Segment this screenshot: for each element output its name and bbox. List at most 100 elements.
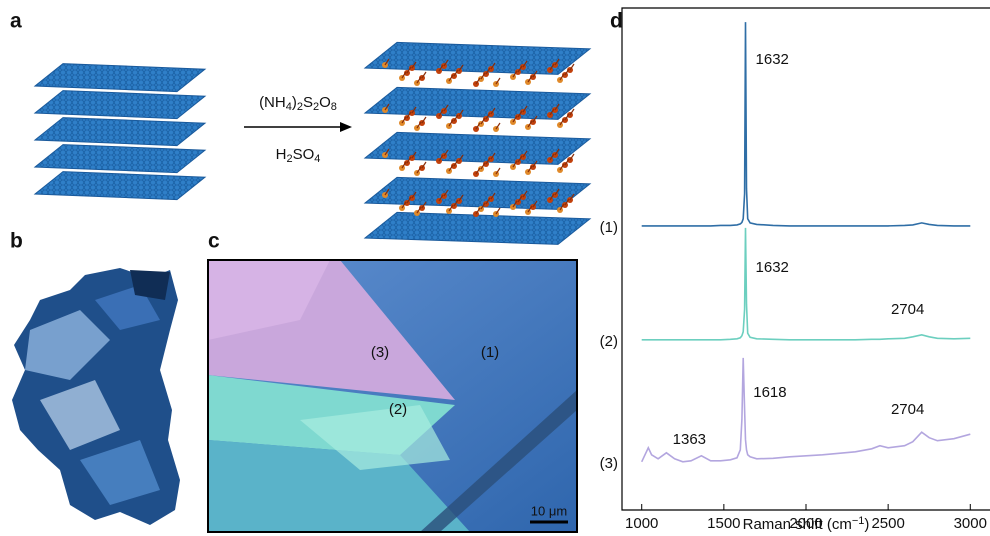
intercalant-bond <box>401 161 407 169</box>
intercalant-bond <box>475 207 481 215</box>
intercalant-bond <box>564 158 570 166</box>
text-part: O <box>319 94 331 111</box>
intercalant-bond <box>559 118 565 126</box>
intercalant-bond <box>458 194 464 202</box>
intercalant-bond <box>490 107 496 115</box>
intercalant-bond <box>569 193 575 201</box>
intercalant-bond <box>522 60 528 68</box>
intercalant-bond <box>438 194 444 202</box>
intercalant-bond <box>522 190 528 198</box>
intercalant-bond <box>517 110 523 118</box>
series-label: (1) <box>600 219 618 236</box>
intercalant-bond <box>522 150 528 158</box>
graphene-layer <box>363 86 592 120</box>
text-part: ) <box>864 516 869 533</box>
spectrum <box>641 22 971 227</box>
intercalant-bond <box>490 152 496 160</box>
intercalant-bond <box>453 114 459 122</box>
intercalant-bond <box>384 58 390 66</box>
intercalant-bond <box>564 113 570 121</box>
intercalant-bond <box>448 119 454 127</box>
intercalant-bond <box>438 64 444 72</box>
intercalant-bond <box>480 117 486 125</box>
intercalant-bond <box>559 203 565 211</box>
intercalant-bond <box>384 103 390 111</box>
intercalant-bond <box>564 198 570 206</box>
intercalant-bond <box>495 77 501 85</box>
intercalant-bond <box>448 74 454 82</box>
intercalant-bond <box>421 161 427 169</box>
graphene-layer <box>33 171 207 201</box>
panel-label: d <box>610 10 623 33</box>
intercalant-bond <box>559 73 565 81</box>
intercalant-bond <box>411 151 417 159</box>
intercalant-bond <box>485 112 491 120</box>
graphene-layer <box>363 41 592 75</box>
intercalant-bond <box>564 68 570 76</box>
intercalant-bond <box>448 204 454 212</box>
intercalant-bond <box>532 200 538 208</box>
raman-chart: 1000 1500 2000 2500 3000 (1) (2) (3) 1632 1632 270… <box>600 7 990 532</box>
spectrum <box>641 227 971 341</box>
text-part: (NH <box>259 94 286 111</box>
text-part: 8 <box>331 101 337 113</box>
micrograph <box>207 259 578 533</box>
intercalant-bond <box>480 72 486 80</box>
text-part: 2 <box>297 101 303 113</box>
intercalant-bond <box>517 65 523 73</box>
intercalant-bond <box>384 148 390 156</box>
intercalant-bond <box>443 104 449 112</box>
peak-label: 2704 <box>891 401 924 418</box>
text-part: 4 <box>314 153 320 165</box>
region-label: (2) <box>389 401 407 418</box>
intercalant-bond <box>384 188 390 196</box>
panel-label: c <box>208 230 220 253</box>
intercalant-bond <box>512 160 518 168</box>
intercalant-bond <box>554 58 560 66</box>
intercalant-bond <box>569 153 575 161</box>
intercalant-bond <box>532 70 538 78</box>
intercalant-bond <box>569 108 575 116</box>
intercalant-bond <box>443 59 449 67</box>
intercalant-bond <box>411 61 417 69</box>
intercalant-bond <box>416 206 422 214</box>
x-tick-label: 2500 <box>871 515 904 532</box>
intercalant-bond <box>453 199 459 207</box>
intercalant-bond <box>549 63 555 71</box>
text-part: 2 <box>313 101 319 113</box>
graphene-layer <box>363 211 592 245</box>
intercalant-bond <box>512 70 518 78</box>
intercalant-bond <box>458 64 464 72</box>
intercalant-bond <box>475 77 481 85</box>
text-part: S <box>303 94 313 111</box>
text-part: Raman shift (cm <box>743 516 852 533</box>
panel-label: a <box>10 10 22 33</box>
intercalant-bond <box>411 191 417 199</box>
intercalant-bond <box>401 201 407 209</box>
region-label: (3) <box>371 344 389 361</box>
acid: H2SO4 <box>276 146 321 165</box>
intercalant-bond <box>569 63 575 71</box>
graphene-layer <box>33 117 207 147</box>
graphene-layer <box>33 63 207 93</box>
intercalant-bond <box>522 105 528 113</box>
intercalant-bond <box>438 109 444 117</box>
intercalant-bond <box>421 71 427 79</box>
intercalant-bond <box>406 196 412 204</box>
intercalant-bond <box>406 66 412 74</box>
peak-label: 1632 <box>756 259 789 276</box>
intercalant-bond <box>512 200 518 208</box>
intercalant-bond <box>480 202 486 210</box>
intercalant-bond <box>559 163 565 171</box>
x-tick-label: 2000 <box>789 515 822 532</box>
text-part: 2 <box>286 153 292 165</box>
intercalant-bond <box>421 201 427 209</box>
intercalant-bond <box>485 157 491 165</box>
intercalant-bond <box>549 193 555 201</box>
reagent: (NH4)2S2O8 <box>259 94 337 113</box>
intercalant-bond <box>406 156 412 164</box>
intercalant-bond <box>554 103 560 111</box>
scale-bar-label: 10 μm <box>531 503 567 518</box>
intercalant-bond <box>416 166 422 174</box>
